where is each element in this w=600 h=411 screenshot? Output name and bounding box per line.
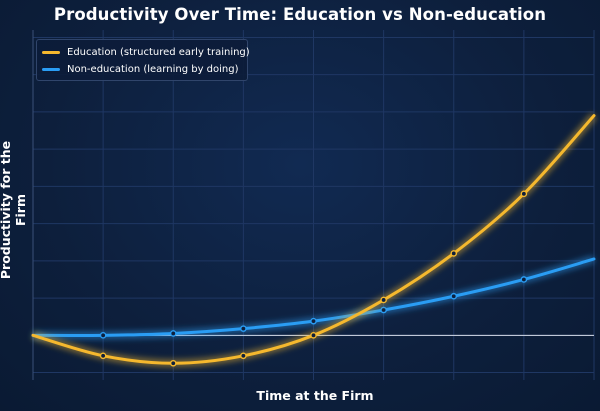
data-point-non-education	[310, 317, 317, 325]
data-point-non-education	[240, 325, 247, 332]
data-point-education	[310, 332, 317, 339]
data-point-non-education	[380, 306, 387, 314]
series-line-education	[31, 114, 596, 365]
series-layer	[31, 112, 597, 368]
data-point-non-education	[99, 332, 107, 339]
data-point-education	[99, 352, 107, 360]
legend-label-education: Education (structured early training)	[67, 46, 250, 58]
series-non-education	[31, 255, 596, 340]
legend: Education (structured early training) No…	[36, 39, 250, 81]
legend-swatch-non-education	[42, 67, 60, 71]
legend-item-non-education: Non-education (learning by doing)	[42, 61, 239, 77]
data-point-non-education	[520, 276, 528, 283]
series-education	[31, 112, 597, 368]
data-point-education	[380, 296, 387, 304]
data-point-education	[240, 352, 247, 360]
data-point-education	[450, 250, 458, 257]
data-point-non-education	[450, 292, 458, 300]
legend-swatch-education	[42, 50, 60, 54]
data-point-education	[520, 190, 528, 198]
y-axis-label: Productivity for the Firm	[0, 140, 28, 280]
legend-item-education: Education (structured early training)	[42, 44, 250, 60]
chart-title: Productivity Over Time: Education vs Non…	[53, 5, 547, 24]
legend-label-non-education: Non-education (learning by doing)	[67, 63, 239, 75]
data-point-non-education	[169, 330, 177, 337]
x-axis-label: Time at the Firm	[256, 388, 374, 403]
data-point-education	[169, 359, 177, 367]
